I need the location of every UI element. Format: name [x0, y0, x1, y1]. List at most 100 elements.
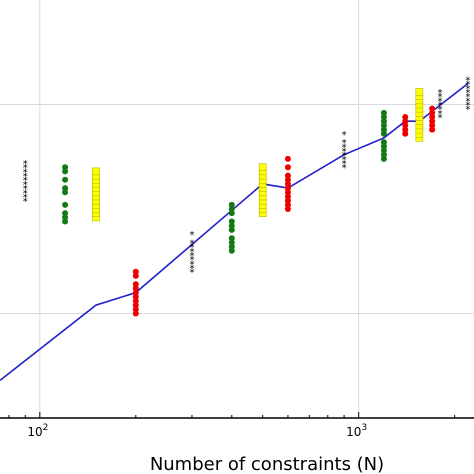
data-point [92, 167, 100, 176]
data-point: * [342, 151, 347, 162]
data-point: * [438, 96, 443, 107]
data-point [380, 122, 387, 129]
data-point [62, 185, 69, 192]
data-point: * [23, 184, 28, 195]
data-point [62, 189, 69, 196]
data-point: * [189, 230, 194, 241]
data-point: * [465, 80, 470, 91]
data-point [132, 293, 139, 300]
data-point [380, 130, 387, 137]
data-point: * [438, 105, 443, 116]
data-point: * [438, 88, 443, 99]
data-point [380, 147, 387, 154]
data-point [380, 155, 387, 162]
x-axis-label: Number of constraints (N) [150, 454, 384, 474]
data-point [380, 143, 387, 150]
data-point: * [465, 92, 470, 103]
data-point: * [438, 113, 443, 124]
data-point [415, 88, 424, 96]
data-point [284, 193, 291, 200]
data-point [429, 105, 436, 112]
data-point [284, 197, 291, 204]
data-point [62, 218, 69, 225]
data-point [132, 289, 139, 296]
data-point [62, 214, 69, 221]
data-point [380, 151, 387, 158]
data-point [284, 155, 291, 162]
data-point [132, 281, 139, 288]
data-point: * [23, 176, 28, 187]
data-point: * [23, 167, 28, 178]
data-point: * [189, 264, 194, 275]
data-point: * [189, 238, 194, 249]
data-point [132, 268, 139, 275]
data-point [429, 109, 436, 116]
data-point [380, 139, 387, 146]
data-point: * [189, 251, 194, 262]
data-point [284, 176, 291, 183]
data-point [62, 210, 69, 217]
data-point [62, 176, 69, 183]
plot-background [0, 0, 474, 418]
scatter-marks: ****************************************… [23, 75, 470, 317]
data-point [228, 201, 235, 208]
data-point: * [23, 192, 28, 203]
data-point [429, 114, 436, 121]
data-point [132, 310, 139, 317]
data-point [258, 163, 267, 171]
data-point: * [438, 101, 443, 112]
data-point [132, 302, 139, 309]
data-point [284, 185, 291, 192]
data-point: * [23, 163, 28, 174]
data-point: * [342, 159, 347, 170]
data-point [228, 226, 235, 233]
x-tick-label: 103 [346, 423, 367, 439]
data-point: * [189, 243, 194, 254]
data-point [228, 243, 235, 250]
data-point: * [189, 268, 194, 279]
data-point: * [189, 247, 194, 258]
data-point [380, 114, 387, 121]
data-point: * [465, 105, 470, 116]
data-point: * [23, 188, 28, 199]
data-point: * [342, 163, 347, 174]
data-point [380, 109, 387, 116]
data-point [284, 189, 291, 196]
data-point [228, 222, 235, 229]
data-point [429, 118, 436, 125]
data-point: * [23, 159, 28, 170]
data-point: * [342, 155, 347, 166]
data-point: * [23, 172, 28, 183]
data-point [132, 297, 139, 304]
data-point [402, 114, 409, 121]
data-point: * [23, 197, 28, 208]
data-point: * [465, 101, 470, 112]
trend-line [0, 82, 469, 382]
data-point [402, 130, 409, 137]
data-point [284, 201, 291, 208]
data-point [284, 164, 291, 171]
data-point: * [465, 88, 470, 99]
data-point [284, 172, 291, 179]
data-point: * [465, 75, 470, 86]
data-point [62, 168, 69, 175]
trend-line-layer [0, 82, 469, 382]
data-point: * [23, 180, 28, 191]
data-point [228, 206, 235, 212]
data-point: * [465, 84, 470, 95]
data-point: * [189, 259, 194, 270]
x-tick-label: 102 [27, 423, 48, 439]
data-point [228, 218, 235, 225]
data-point [228, 210, 235, 217]
data-point [228, 239, 235, 246]
data-point [132, 285, 139, 292]
data-point [132, 272, 139, 279]
data-point [429, 122, 436, 129]
data-point [228, 235, 235, 242]
data-point: * [438, 109, 443, 120]
data-point [380, 126, 387, 133]
data-point [380, 118, 387, 125]
data-point: * [342, 142, 347, 153]
data-point: * [342, 146, 347, 157]
